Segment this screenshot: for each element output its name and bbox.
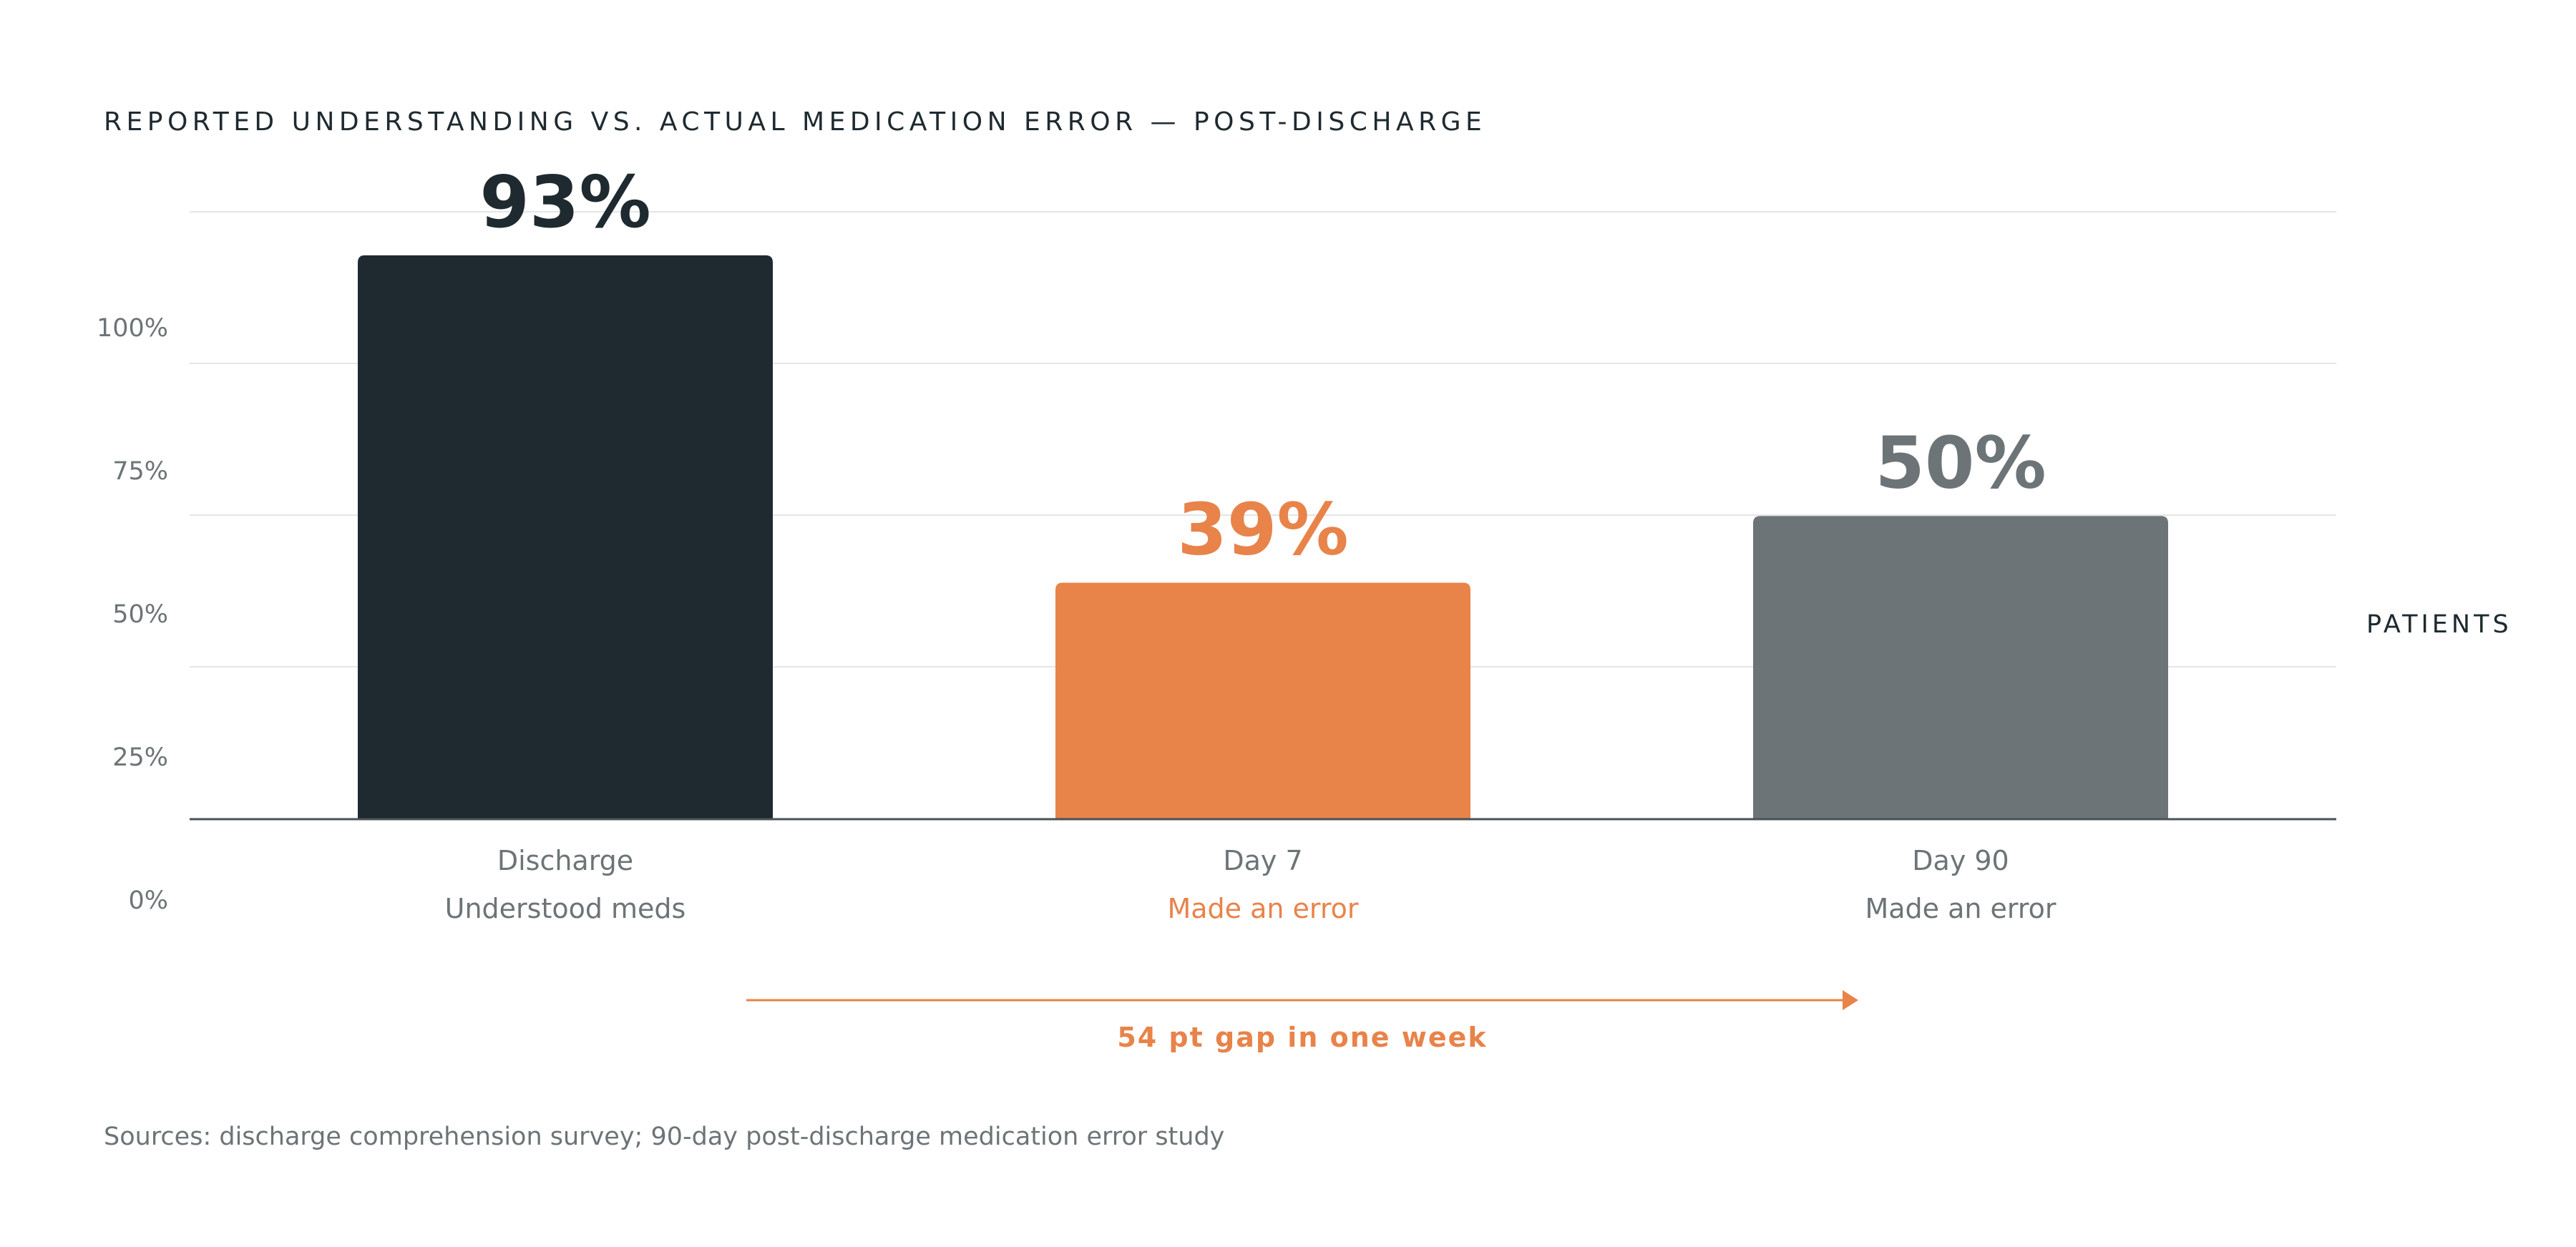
bar-discharge [358, 255, 773, 819]
category-label: Day 7 [1223, 845, 1302, 876]
gap-arrow-head [1843, 990, 1858, 1010]
gap-annotation-text: 54 pt gap in one week [1117, 1022, 1487, 1053]
category-sublabel: Made an error [1167, 893, 1358, 924]
value-label: 39% [1177, 487, 1348, 571]
category-sublabel: Understood meds [445, 893, 686, 924]
y-tick-label: 25% [112, 743, 168, 772]
category-label: Discharge [497, 845, 633, 876]
bar-day-90 [1753, 516, 2168, 819]
value-label: 50% [1875, 421, 2046, 504]
y-tick-label: 75% [112, 457, 168, 486]
category-labels: Discharge Understood meds Day 7 Made an err… [445, 845, 2057, 924]
y-axis-label: PATIENTS [2366, 610, 2512, 639]
bars [358, 255, 2168, 819]
y-tick-label: 100% [97, 314, 168, 343]
chart-title: REPORTED UNDERSTANDING VS. ACTUAL MEDICA… [104, 107, 1486, 137]
value-label: 93% [479, 160, 650, 244]
bar-day-7 [1055, 582, 1470, 819]
value-labels: 93% 39% 50% [479, 160, 2046, 572]
y-axis-ticks: 0% 25% 50% 75% 100% [97, 314, 168, 915]
y-tick-label: 50% [112, 600, 168, 629]
y-tick-label: 0% [128, 886, 168, 915]
gap-annotation: 54 pt gap in one week [746, 990, 1858, 1053]
category-sublabel: Made an error [1865, 893, 2056, 924]
source-note: Sources: discharge comprehension survey;… [104, 1123, 1224, 1151]
category-label: Day 90 [1912, 845, 2009, 876]
